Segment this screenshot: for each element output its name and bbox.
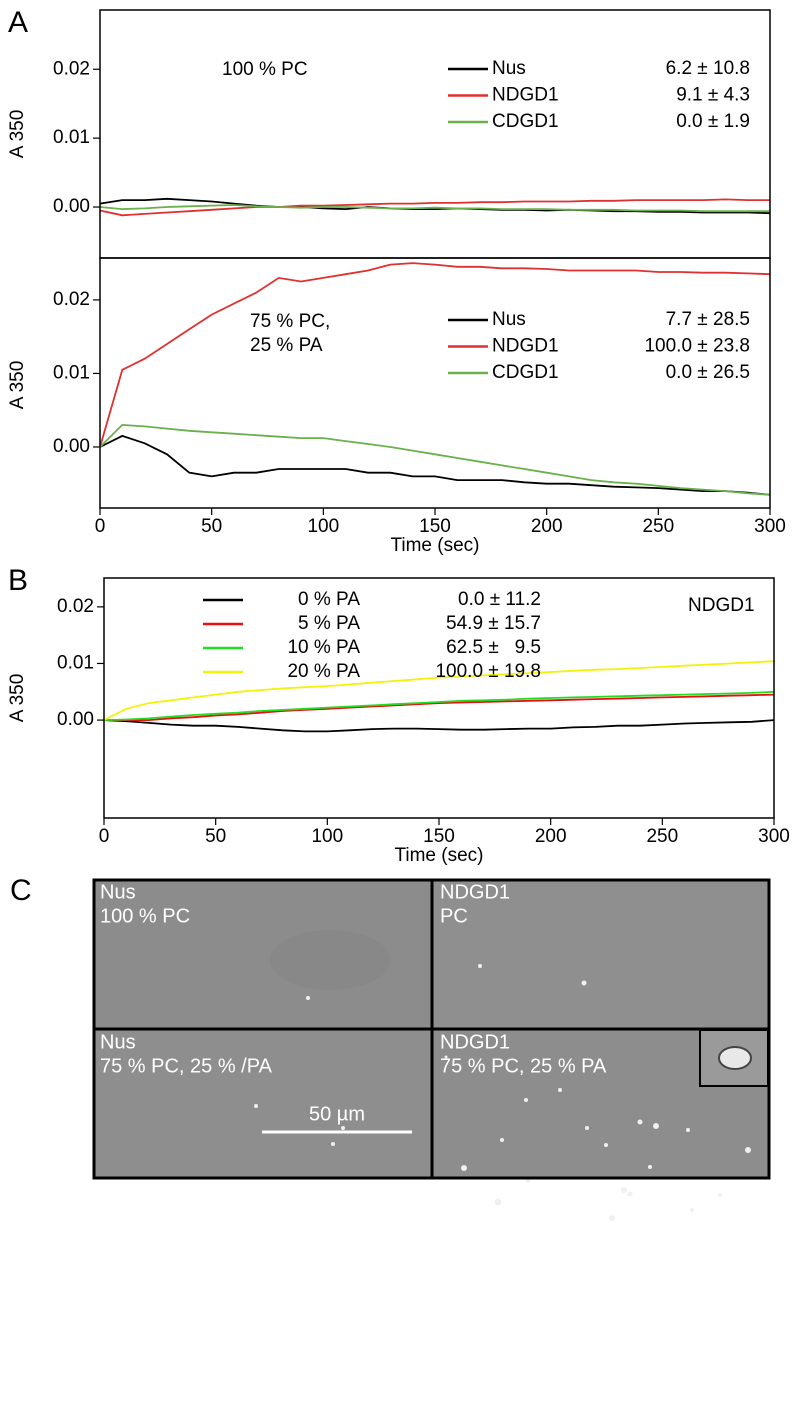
x-tick-label: 250 [646,826,678,847]
plot-frame [99,9,771,259]
y-axis-label: A 350 [7,674,28,723]
y-tick-label: 0.02 [53,58,90,79]
frame [92,878,771,1180]
micrograph-label: PC [440,905,468,927]
micrograph-label: NDGD1 [440,1031,510,1053]
y-axis-label: A 350 [7,110,28,159]
legend-label: CDGD1 [492,111,559,132]
micrograph-label: NDGD1 [440,881,510,903]
x-tick-label: 200 [535,826,567,847]
y-axis-label: A 350 [7,361,28,410]
legend-stat: 100.0 ± 19.8 [435,661,541,682]
x-tick-label: 100 [307,516,339,537]
data-line [99,434,771,496]
y-tick-label: 0.01 [57,652,94,673]
plot-frame [103,577,775,819]
micrograph-label: Nus [100,1031,136,1053]
x-tick-label: 0 [99,826,110,847]
legend-stat: 6.2 ± 10.8 [666,58,750,79]
x-tick-label: 300 [758,826,790,847]
x-tick-label: 0 [95,516,106,537]
x-tick-label: 150 [419,516,451,537]
data-line [103,719,775,733]
legend-stat: 7.7 ± 28.5 [666,309,750,330]
annotation: 75 % PC, [250,311,330,332]
plot-frame [99,257,771,509]
legend-stat: 62.5 ± 9.5 [446,637,541,658]
x-tick-label: 250 [642,516,674,537]
annotation: 25 % PA [250,335,323,356]
y-tick-label: 0.01 [53,362,90,383]
micrograph-label: 75 % PC, 25 % /PA [100,1055,273,1077]
micrograph-label: 75 % PC, 25 % PA [440,1055,607,1077]
legend-stat: 100.0 ± 23.8 [644,336,750,357]
legend-label: NDGD1 [492,336,559,357]
data-line [99,423,771,496]
legend-label: 0 % PA [298,589,360,610]
shade [270,930,390,990]
y-tick-label: 0.01 [53,127,90,148]
micrograph-label: 100 % PC [100,905,190,927]
micrograph [94,1029,432,1178]
panel-label: A [8,6,28,39]
micrograph-label: Nus [100,881,136,903]
x-tick-label: 150 [423,826,455,847]
y-tick-label: 0.00 [57,709,94,730]
x-tick-label: 50 [205,826,226,847]
y-tick-label: 0.00 [53,436,90,457]
data-line [103,690,775,721]
legend-label: Nus [492,58,526,79]
data-line [99,198,770,217]
data-line [99,262,771,448]
x-tick-label: 100 [311,826,343,847]
x-tick-label: 300 [754,516,786,537]
legend-stat: 0.0 ± 26.5 [666,362,750,383]
y-tick-label: 0.02 [53,289,90,310]
annotation: 100 % PC [222,59,308,80]
legend-label: CDGD1 [492,362,559,383]
legend-label: NDGD1 [492,85,559,106]
legend-label: Nus [492,309,526,330]
legend-stat: 0.0 ± 11.2 [458,589,541,610]
annotation: NDGD1 [688,595,755,616]
legend-stat: 9.1 ± 4.3 [676,85,750,106]
legend-stat: 0.0 ± 1.9 [676,111,750,132]
legend-label: 5 % PA [298,613,360,634]
y-tick-label: 0.00 [53,196,90,217]
micrograph [432,880,769,1029]
inset-particle [718,1046,752,1070]
x-axis-label: Time (sec) [394,845,483,866]
x-axis-label: Time (sec) [390,535,479,556]
x-tick-label: 50 [201,516,222,537]
legend-label: 20 % PA [287,661,360,682]
micrograph-panel: Nus 100 % PC NDGD1 PC Nus 75 % PC, 25 % … [92,878,771,1221]
legend-stat: 54.9 ± 15.7 [446,613,541,634]
data-line [99,197,771,215]
y-tick-label: 0.02 [57,596,94,617]
panel-label: C [10,874,32,907]
data-line [99,204,770,213]
panel-label: B [8,564,28,597]
data-line [104,693,775,721]
legend-label: 10 % PA [287,637,360,658]
x-tick-label: 200 [531,516,563,537]
scale-bar-label: 50 µm [309,1103,365,1125]
data-line [103,660,775,721]
